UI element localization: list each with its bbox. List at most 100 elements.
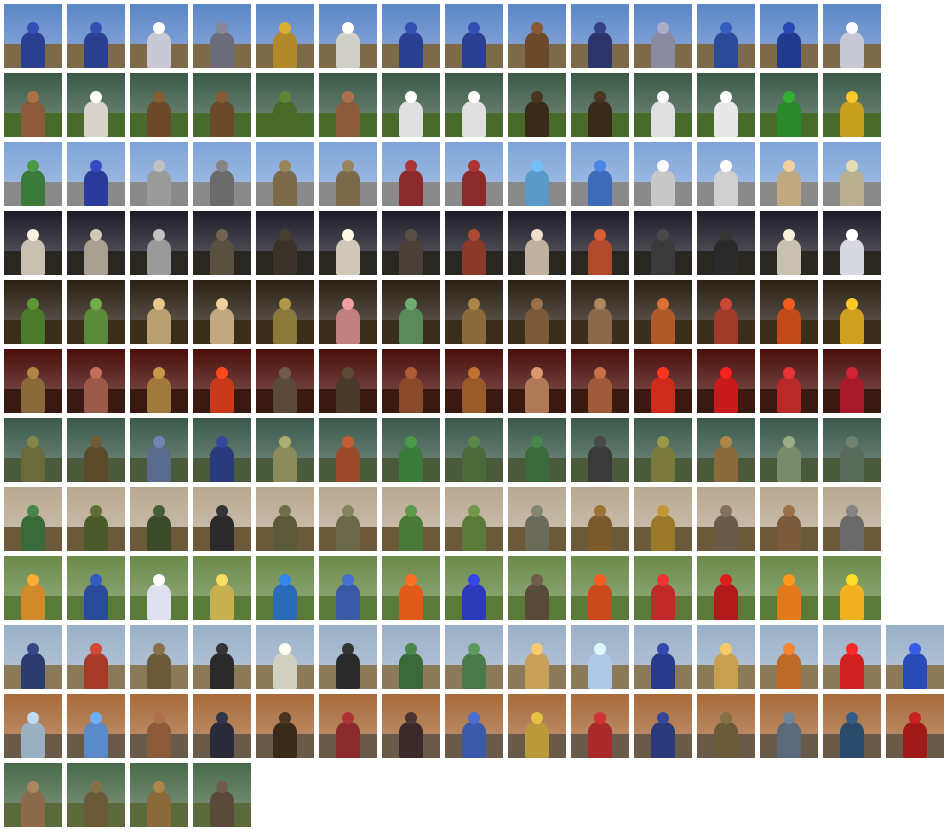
creature-portrait[interactable] [4,211,62,275]
creature-portrait[interactable] [445,694,503,758]
creature-portrait[interactable] [382,4,440,68]
creature-portrait[interactable] [697,694,755,758]
creature-portrait[interactable] [130,142,188,206]
creature-portrait[interactable] [571,4,629,68]
creature-portrait[interactable] [571,694,629,758]
creature-portrait[interactable] [697,4,755,68]
creature-portrait[interactable] [193,73,251,137]
creature-portrait[interactable] [382,349,440,413]
creature-portrait[interactable] [445,556,503,620]
creature-portrait[interactable] [445,487,503,551]
creature-portrait[interactable] [445,418,503,482]
creature-portrait[interactable] [319,694,377,758]
creature-portrait[interactable] [67,556,125,620]
creature-portrait[interactable] [823,4,881,68]
creature-portrait[interactable] [382,211,440,275]
creature-portrait[interactable] [823,694,881,758]
creature-portrait[interactable] [256,211,314,275]
creature-portrait[interactable] [130,694,188,758]
creature-portrait[interactable] [508,556,566,620]
creature-portrait[interactable] [256,694,314,758]
creature-portrait[interactable] [445,142,503,206]
creature-portrait[interactable] [382,280,440,344]
creature-portrait[interactable] [319,418,377,482]
creature-portrait[interactable] [634,625,692,689]
creature-portrait[interactable] [67,487,125,551]
creature-portrait[interactable] [382,625,440,689]
creature-portrait[interactable] [760,4,818,68]
creature-portrait[interactable] [445,349,503,413]
creature-portrait[interactable] [634,487,692,551]
creature-portrait[interactable] [67,418,125,482]
creature-portrait[interactable] [256,418,314,482]
creature-portrait[interactable] [508,4,566,68]
creature-portrait[interactable] [571,211,629,275]
creature-portrait[interactable] [571,556,629,620]
creature-portrait[interactable] [130,556,188,620]
creature-portrait[interactable] [4,280,62,344]
creature-portrait[interactable] [823,349,881,413]
creature-portrait[interactable] [193,142,251,206]
creature-portrait[interactable] [4,418,62,482]
creature-portrait[interactable] [634,142,692,206]
creature-portrait[interactable] [760,73,818,137]
creature-portrait[interactable] [823,556,881,620]
creature-portrait[interactable] [319,73,377,137]
creature-portrait[interactable] [823,211,881,275]
creature-portrait[interactable] [193,487,251,551]
creature-portrait[interactable] [130,349,188,413]
creature-portrait[interactable] [571,142,629,206]
creature-portrait[interactable] [130,211,188,275]
creature-portrait[interactable] [67,349,125,413]
creature-portrait[interactable] [319,487,377,551]
creature-portrait[interactable] [67,280,125,344]
creature-portrait[interactable] [508,73,566,137]
creature-portrait[interactable] [508,142,566,206]
creature-portrait[interactable] [67,694,125,758]
creature-portrait[interactable] [130,418,188,482]
creature-portrait[interactable] [823,418,881,482]
creature-portrait[interactable] [4,4,62,68]
creature-portrait[interactable] [760,211,818,275]
creature-portrait[interactable] [130,625,188,689]
creature-portrait[interactable] [697,487,755,551]
creature-portrait[interactable] [760,625,818,689]
creature-portrait[interactable] [697,625,755,689]
creature-portrait[interactable] [571,349,629,413]
creature-portrait[interactable] [508,211,566,275]
creature-portrait[interactable] [760,487,818,551]
creature-portrait[interactable] [319,4,377,68]
creature-portrait[interactable] [193,349,251,413]
creature-portrait[interactable] [130,4,188,68]
creature-portrait[interactable] [256,4,314,68]
creature-portrait[interactable] [508,487,566,551]
creature-portrait[interactable] [382,694,440,758]
creature-portrait[interactable] [130,763,188,827]
creature-portrait[interactable] [445,280,503,344]
creature-portrait[interactable] [445,211,503,275]
creature-portrait[interactable] [634,211,692,275]
creature-portrait[interactable] [193,280,251,344]
creature-portrait[interactable] [571,280,629,344]
creature-portrait[interactable] [193,694,251,758]
creature-portrait[interactable] [4,694,62,758]
creature-portrait[interactable] [67,211,125,275]
creature-portrait[interactable] [193,211,251,275]
creature-portrait[interactable] [193,625,251,689]
creature-portrait[interactable] [382,556,440,620]
creature-portrait[interactable] [130,487,188,551]
creature-portrait[interactable] [256,625,314,689]
creature-portrait[interactable] [445,625,503,689]
creature-portrait[interactable] [571,487,629,551]
creature-portrait[interactable] [67,763,125,827]
creature-portrait[interactable] [130,280,188,344]
creature-portrait[interactable] [67,73,125,137]
creature-portrait[interactable] [193,763,251,827]
creature-portrait[interactable] [571,73,629,137]
creature-portrait[interactable] [760,694,818,758]
creature-portrait[interactable] [256,556,314,620]
creature-portrait[interactable] [4,142,62,206]
creature-portrait[interactable] [4,73,62,137]
creature-portrait[interactable] [193,556,251,620]
creature-portrait[interactable] [634,349,692,413]
